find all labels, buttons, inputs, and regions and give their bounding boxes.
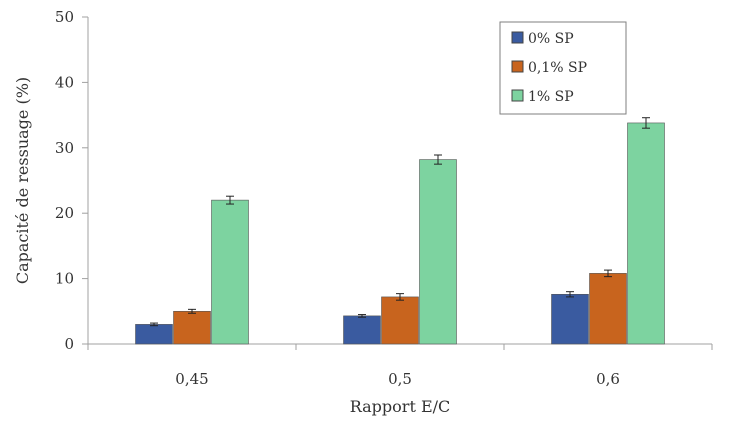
bar-1-3 (551, 293, 589, 345)
bar-3-3 (627, 122, 665, 345)
error-bar (226, 195, 234, 205)
y-tick-label: 40 (55, 73, 74, 91)
y-tick-label: 30 (55, 139, 74, 157)
error-bar (188, 308, 196, 314)
x-tick-group: 0,45 0,5 0,6 (87, 344, 713, 388)
legend-item-0: 0% SP (511, 31, 574, 47)
error-bar (434, 154, 442, 165)
error-bar (566, 291, 574, 298)
bar-group (135, 122, 665, 345)
x-tick-label: 0,6 (596, 370, 620, 388)
bar-2-1 (173, 310, 211, 345)
legend: 0% SP 0,1% SP 1% SP (499, 21, 627, 115)
bar-3-1 (211, 199, 249, 345)
legend-item-1: 0,1% SP (511, 60, 587, 76)
error-bar-group (150, 117, 650, 327)
legend-item-2: 1% SP (511, 89, 574, 105)
legend-label-1: 0,1% SP (528, 60, 587, 76)
y-tick-label: 20 (55, 204, 74, 222)
legend-swatch-2 (511, 89, 524, 102)
y-tick-label: 0 (64, 335, 74, 353)
legend-label-0: 0% SP (528, 31, 574, 47)
error-bar (604, 269, 612, 278)
legend-swatch-1 (511, 60, 524, 73)
error-bar (150, 322, 158, 327)
x-tick-label: 0,5 (388, 370, 412, 388)
y-tick-label: 50 (55, 8, 74, 26)
x-tick-label: 0,45 (175, 370, 208, 388)
y-axis-title: Capacité de ressuage (%) (13, 77, 32, 284)
bar-3-2 (419, 159, 457, 345)
bar-2-3 (589, 273, 627, 345)
x-axis-title: Rapport E/C (350, 397, 451, 416)
error-bar (642, 117, 650, 129)
bar-1-1 (135, 324, 173, 345)
legend-swatch-0 (511, 31, 524, 44)
error-bar (396, 293, 404, 301)
bar-2-2 (381, 296, 419, 345)
y-tick-group: 0 10 20 30 40 50 (55, 8, 88, 353)
legend-label-2: 1% SP (528, 89, 574, 105)
error-bar (358, 314, 366, 318)
y-tick-label: 10 (55, 270, 74, 288)
bar-1-2 (343, 315, 381, 345)
